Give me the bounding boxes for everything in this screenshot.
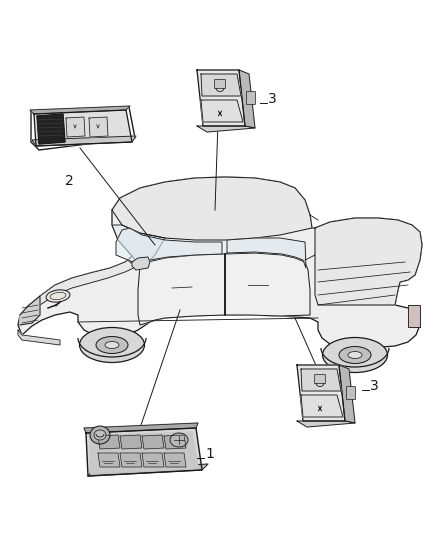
Text: 3: 3 xyxy=(370,379,379,393)
Polygon shape xyxy=(30,106,130,114)
Polygon shape xyxy=(297,365,345,421)
Ellipse shape xyxy=(105,342,119,349)
Polygon shape xyxy=(164,435,186,449)
Polygon shape xyxy=(112,225,165,265)
Polygon shape xyxy=(116,228,222,263)
Polygon shape xyxy=(201,100,243,122)
FancyBboxPatch shape xyxy=(247,92,255,104)
Polygon shape xyxy=(201,74,241,96)
Polygon shape xyxy=(239,70,255,128)
FancyBboxPatch shape xyxy=(215,79,226,88)
Ellipse shape xyxy=(46,290,70,302)
Ellipse shape xyxy=(80,327,145,362)
Polygon shape xyxy=(120,435,142,449)
Polygon shape xyxy=(98,435,120,449)
Ellipse shape xyxy=(90,426,110,444)
Polygon shape xyxy=(225,253,310,316)
Polygon shape xyxy=(301,369,341,391)
Ellipse shape xyxy=(170,433,188,447)
Polygon shape xyxy=(132,257,150,270)
Polygon shape xyxy=(98,453,120,467)
Ellipse shape xyxy=(96,336,128,353)
Polygon shape xyxy=(86,428,202,476)
Polygon shape xyxy=(112,177,312,240)
Text: 3: 3 xyxy=(268,92,277,106)
Polygon shape xyxy=(90,432,198,473)
FancyBboxPatch shape xyxy=(408,305,420,327)
Polygon shape xyxy=(88,464,208,476)
Polygon shape xyxy=(164,453,186,467)
Ellipse shape xyxy=(348,351,362,359)
Ellipse shape xyxy=(339,346,371,364)
Polygon shape xyxy=(32,136,136,146)
Polygon shape xyxy=(18,177,422,350)
Polygon shape xyxy=(34,110,132,146)
Polygon shape xyxy=(197,70,245,126)
Polygon shape xyxy=(339,365,355,423)
Polygon shape xyxy=(227,238,306,268)
Polygon shape xyxy=(120,453,142,467)
Polygon shape xyxy=(142,435,164,449)
FancyBboxPatch shape xyxy=(346,386,356,400)
Text: 2: 2 xyxy=(65,174,74,188)
FancyBboxPatch shape xyxy=(314,375,325,384)
Polygon shape xyxy=(18,330,60,345)
Polygon shape xyxy=(297,421,355,427)
Polygon shape xyxy=(20,256,140,315)
Polygon shape xyxy=(89,117,108,137)
Polygon shape xyxy=(197,126,255,132)
Polygon shape xyxy=(37,114,65,144)
Ellipse shape xyxy=(322,337,388,373)
Polygon shape xyxy=(142,453,164,467)
Text: 1: 1 xyxy=(205,447,214,461)
Polygon shape xyxy=(301,395,343,417)
Polygon shape xyxy=(84,423,198,433)
Polygon shape xyxy=(138,254,225,325)
Polygon shape xyxy=(66,117,85,137)
Polygon shape xyxy=(20,296,40,325)
Ellipse shape xyxy=(94,430,106,440)
Polygon shape xyxy=(315,218,422,305)
